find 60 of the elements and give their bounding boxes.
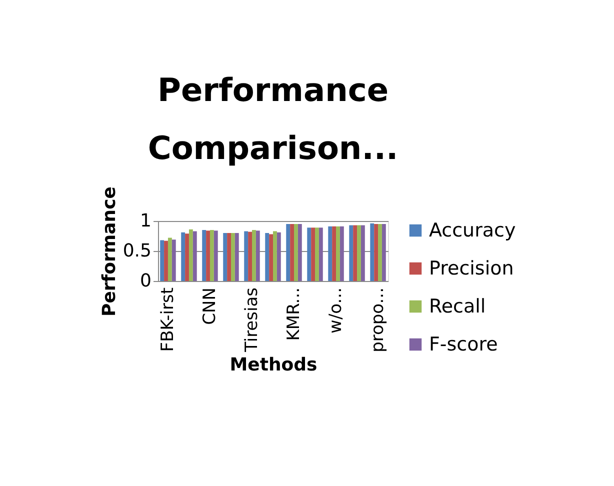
legend-label: Precision [429, 258, 514, 280]
bar [206, 230, 210, 281]
bar [168, 238, 172, 281]
bar [265, 233, 270, 281]
bar [328, 226, 332, 281]
x-tick-label: propo... [368, 288, 388, 352]
y-tick-label: 1 [140, 210, 152, 232]
bar [227, 233, 231, 281]
bar [307, 228, 312, 281]
bar [230, 233, 235, 281]
bar [276, 232, 281, 281]
chart-title: Performance Comparison... [148, 71, 398, 168]
bar [234, 233, 239, 281]
bar [223, 233, 228, 281]
bar [378, 224, 382, 281]
bar [315, 228, 319, 281]
bar [185, 234, 189, 281]
bar [370, 223, 374, 281]
bar [353, 225, 358, 281]
x-axis-title: Methods [230, 354, 318, 376]
bar [256, 230, 260, 281]
x-tick-label: CNN [200, 288, 220, 325]
legend-label: F-score [429, 334, 498, 356]
bar [210, 230, 214, 281]
legend-label: Recall [429, 296, 486, 318]
bar [311, 228, 316, 281]
y-tick-label: 0.5 [122, 240, 152, 262]
x-tick-label: KMR... [284, 288, 304, 341]
bar [336, 226, 340, 281]
x-tick-label: FBK-irst [158, 287, 178, 352]
bar [382, 224, 386, 281]
bar [332, 226, 336, 281]
x-tick-label: Tiresias [242, 287, 262, 354]
bar [202, 230, 206, 281]
bar [294, 224, 298, 281]
bar [192, 231, 197, 281]
y-axis-title: Performance [98, 186, 120, 316]
bar [349, 225, 354, 281]
bar [374, 224, 378, 281]
bar [318, 228, 323, 281]
bar [181, 232, 186, 281]
bar [252, 230, 256, 281]
bar [269, 234, 273, 281]
bar [273, 231, 277, 281]
bar [214, 230, 218, 281]
bar [172, 240, 176, 281]
bar [244, 231, 248, 281]
bar [188, 229, 193, 281]
legend-label: Accuracy [429, 220, 516, 242]
bar [360, 225, 365, 281]
bar [298, 224, 302, 281]
bar [164, 240, 168, 281]
bar [340, 226, 344, 281]
bar [248, 232, 252, 281]
bar [160, 240, 164, 281]
bar [290, 224, 294, 281]
bar [357, 225, 361, 281]
y-tick-label: 0 [140, 270, 152, 292]
bar [286, 224, 290, 281]
x-tick-label: w/o... [326, 288, 346, 334]
